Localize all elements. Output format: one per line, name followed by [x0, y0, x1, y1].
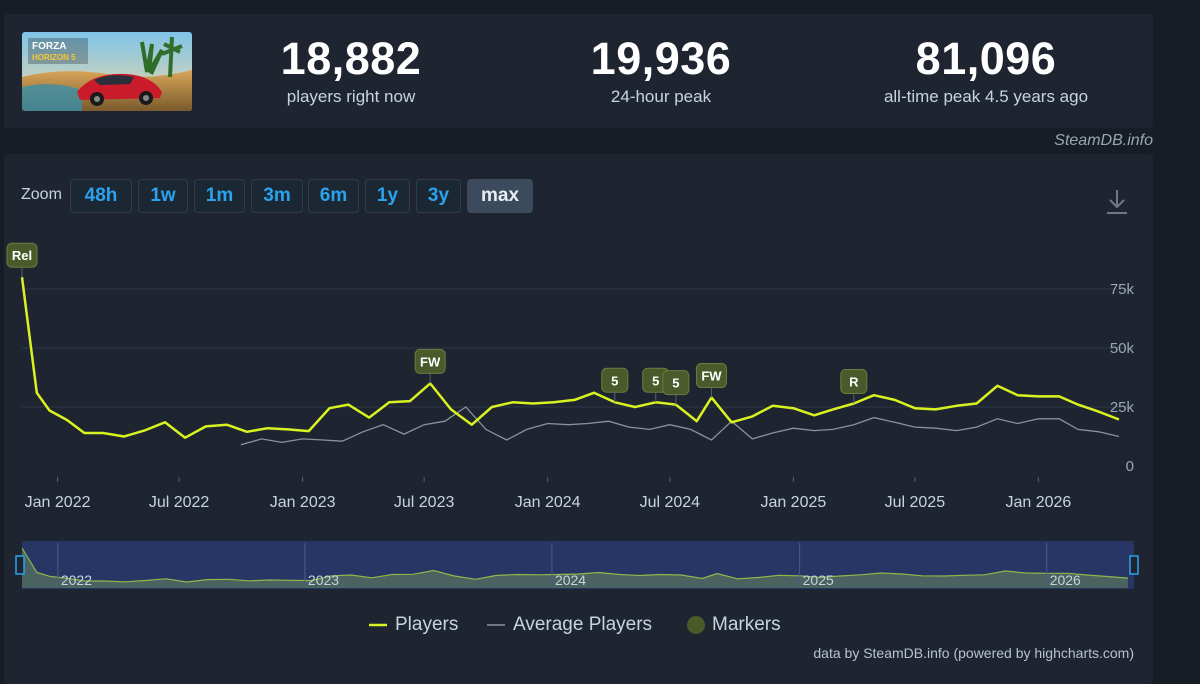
x-tick-label: Jul 2022	[149, 494, 210, 511]
zoom-max-button[interactable]: max	[467, 179, 533, 213]
players-line	[20, 277, 1120, 439]
stat-all-time-peak: 81,096 all-time peak 4.5 years ago	[856, 34, 1116, 108]
players-now-label: players right now	[286, 87, 416, 106]
event-marker-label: 5	[652, 373, 659, 388]
range-navigator[interactable]: 2022 2023 2024 2025 2026	[15, 541, 1139, 589]
legend-average-label: Average Players	[513, 614, 653, 635]
players-now-value: 18,882	[280, 33, 422, 84]
event-marker[interactable]: FW	[695, 363, 727, 398]
zoom-6m-button[interactable]: 6m	[308, 179, 359, 213]
steamdb-credit[interactable]: SteamDB.info	[1054, 132, 1153, 149]
event-marker-label: FW	[420, 354, 441, 369]
zoom-1w-button[interactable]: 1w	[138, 179, 188, 213]
navigator-right-handle[interactable]	[1129, 555, 1139, 575]
y-tick-label: 0	[1126, 458, 1134, 475]
navigator-year-label: 2022	[61, 572, 92, 588]
zoom-1m-button[interactable]: 1m	[194, 179, 245, 213]
peak-24h-label: 24-hour peak	[610, 87, 712, 106]
event-marker-label: 5	[611, 373, 618, 388]
navigator-year-label: 2026	[1050, 572, 1081, 588]
event-marker[interactable]: 5	[642, 367, 670, 403]
peak-24h-value: 19,936	[590, 33, 732, 84]
stats-panel: FORZA HORIZON 5 18,882 players right now…	[4, 14, 1153, 128]
legend-markers-swatch	[687, 616, 705, 634]
legend-markers-label: Markers	[712, 614, 781, 635]
download-icon[interactable]	[1105, 188, 1129, 216]
zoom-3y-button[interactable]: 3y	[416, 179, 461, 213]
x-tick-label: Jul 2025	[885, 494, 946, 511]
zoom-label: Zoom	[21, 186, 62, 203]
event-marker-label: R	[849, 374, 859, 389]
zoom-3m-button[interactable]: 3m	[251, 179, 303, 213]
chart-panel	[4, 154, 1153, 684]
x-tick-label: Jan 2025	[760, 494, 826, 511]
y-tick-label: 75k	[1110, 281, 1135, 298]
navigator-year-label: 2023	[308, 572, 339, 588]
navigator-selected-range	[22, 541, 1134, 589]
navigator-left-handle[interactable]	[15, 555, 25, 575]
x-tick-label: Jul 2023	[394, 494, 455, 511]
legend-players-label: Players	[395, 614, 459, 635]
legend-markers[interactable]: Markers	[686, 614, 781, 636]
legend-average-players[interactable]: Average Players	[487, 614, 652, 636]
event-marker[interactable]: FW	[414, 348, 446, 384]
navigator-line	[21, 547, 1128, 583]
svg-text:HORIZON 5: HORIZON 5	[32, 53, 76, 62]
legend-players-swatch	[369, 623, 387, 627]
zoom-1y-button[interactable]: 1y	[365, 179, 410, 213]
navigator-year-label: 2025	[803, 572, 834, 588]
event-marker[interactable]: 5	[601, 367, 629, 403]
y-axis-ticks: 0 25k 50k 75k	[1110, 281, 1135, 475]
event-marker[interactable]: R	[840, 368, 868, 404]
svg-text:FORZA: FORZA	[32, 41, 66, 52]
navigator-area	[22, 548, 1128, 588]
x-tick-label: Jan 2023	[270, 494, 336, 511]
x-axis-ticks: Jan 2022 Jul 2022 Jan 2023 Jul 2023 Jan 2024…	[25, 477, 1071, 511]
event-marker-label: 5	[672, 376, 679, 391]
stat-24h-peak: 19,936 24-hour peak	[546, 34, 776, 108]
event-marker[interactable]: Rel	[6, 242, 38, 278]
x-tick-label: Jan 2022	[25, 494, 91, 511]
x-tick-label: Jul 2024	[640, 494, 701, 511]
event-marker-label: FW	[701, 369, 722, 384]
x-tick-label: Jan 2026	[1005, 494, 1071, 511]
y-tick-label: 25k	[1110, 399, 1135, 416]
zoom-48h-button[interactable]: 48h	[70, 179, 132, 213]
legend-players[interactable]: Players	[369, 614, 458, 636]
event-marker[interactable]: 5	[662, 370, 690, 405]
legend-average-swatch	[487, 624, 505, 626]
all-time-peak-value: 81,096	[915, 33, 1057, 84]
average-players-line	[240, 406, 1120, 446]
stat-players-now: 18,882 players right now	[256, 34, 446, 108]
chart-credit[interactable]: data by SteamDB.info (powered by highcha…	[813, 645, 1134, 661]
y-tick-label: 50k	[1110, 340, 1135, 357]
game-cover-art: FORZA HORIZON 5	[22, 32, 192, 111]
event-marker-label: Rel	[12, 248, 32, 263]
navigator-year-label: 2024	[555, 572, 586, 588]
x-tick-label: Jan 2024	[515, 494, 581, 511]
navigator-year-labels: 2022 2023 2024 2025 2026	[57, 543, 1081, 588]
grid-lines	[22, 288, 1135, 408]
game-cover-image[interactable]: FORZA HORIZON 5	[22, 32, 192, 111]
all-time-peak-label: all-time peak 4.5 years ago	[883, 87, 1089, 106]
player-count-chart: 0 25k 50k 75k Jan 2022 Jul 2022 Jan 2023 Jul 2…	[6, 242, 1139, 589]
